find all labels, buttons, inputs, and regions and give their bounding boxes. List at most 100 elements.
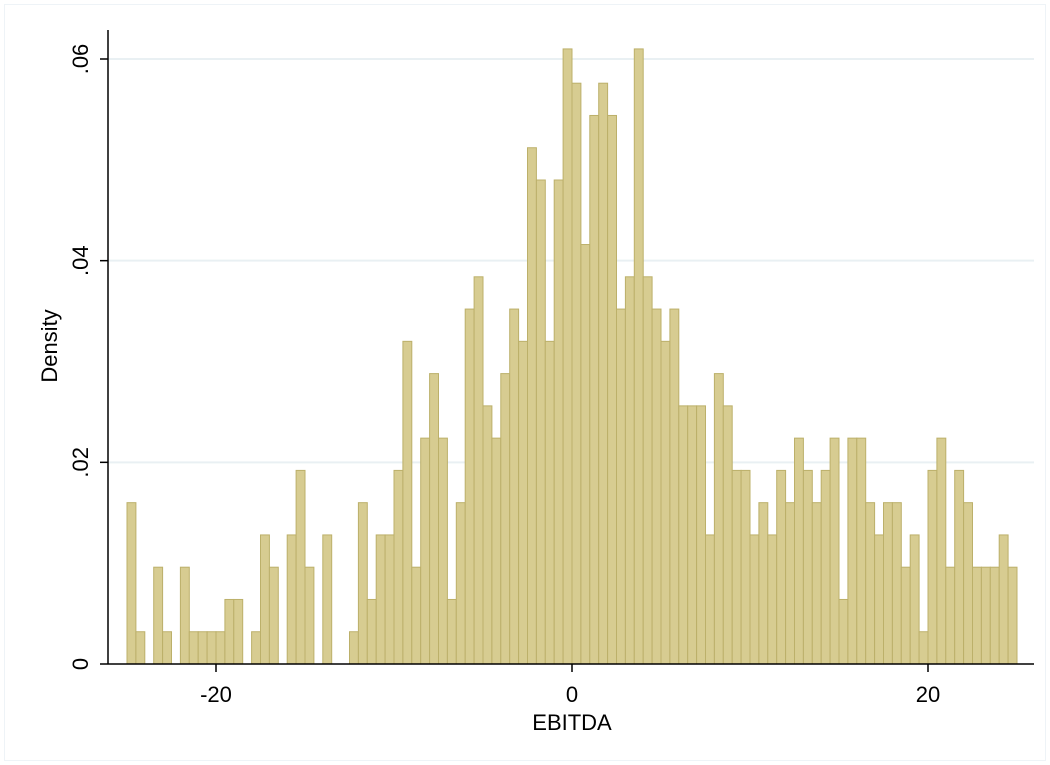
- histogram-bar: [660, 340, 671, 665]
- histogram-bar: [865, 502, 876, 665]
- histogram-bar: [758, 502, 769, 665]
- histogram-bar: [972, 566, 982, 665]
- histogram-bar: [366, 598, 377, 665]
- histogram-bar: [268, 566, 279, 665]
- histogram-bar: [811, 502, 822, 665]
- histogram-bar: [429, 373, 440, 665]
- histogram-bar: [954, 469, 965, 665]
- histogram-bar: [527, 147, 537, 665]
- histogram-bar: [598, 82, 609, 665]
- histogram-bar: [927, 469, 938, 665]
- histogram-bar: [794, 437, 804, 665]
- histogram-bar: [251, 631, 262, 665]
- histogram-bar: [838, 598, 849, 665]
- histogram-bar: [215, 631, 226, 665]
- y-tick-label: .04: [68, 245, 93, 276]
- histogram-bar: [233, 598, 244, 665]
- histogram-bar: [491, 437, 502, 665]
- histogram-bar: [820, 469, 831, 665]
- histogram-bar: [687, 405, 698, 665]
- x-tick-label: 20: [916, 682, 940, 707]
- histogram-bar: [740, 469, 751, 665]
- histogram-bar: [731, 469, 742, 665]
- histogram-bar: [357, 502, 368, 665]
- histogram-bar: [260, 534, 270, 665]
- histogram-bar: [206, 631, 217, 665]
- histogram-bar: [580, 244, 591, 665]
- histogram-bar: [464, 308, 475, 665]
- histogram-bar: [384, 534, 395, 665]
- histogram-bar: [989, 566, 1000, 665]
- histogram-bar: [446, 598, 457, 665]
- histogram-bar: [135, 631, 146, 665]
- histogram-bar: [349, 631, 359, 665]
- histogram-bar: [767, 534, 778, 665]
- histogram-bar: [562, 48, 573, 665]
- histogram-bar: [802, 469, 813, 665]
- histogram-bar: [785, 502, 795, 665]
- histogram-bar: [455, 502, 466, 665]
- histogram-bar: [945, 566, 956, 665]
- x-axis-title: EBITDA: [532, 710, 612, 735]
- histogram-bar: [393, 469, 404, 665]
- histogram-bar: [420, 437, 431, 665]
- histogram-bar: [509, 308, 520, 665]
- histogram-bars: [126, 48, 1018, 665]
- histogram-bar: [153, 566, 164, 665]
- histogram-bar: [642, 276, 653, 665]
- histogram-bar: [179, 566, 190, 665]
- histogram-bar: [188, 631, 199, 665]
- histogram-bar: [607, 114, 617, 665]
- histogram-bar: [847, 437, 858, 665]
- histogram-bar: [963, 502, 973, 665]
- histogram-bar: [518, 340, 528, 665]
- histogram-bar: [1007, 566, 1018, 665]
- histogram-bar: [322, 534, 333, 665]
- histogram-bar: [669, 308, 680, 665]
- x-tick-label: 0: [566, 682, 578, 707]
- histogram-bar: [197, 631, 208, 665]
- histogram-bar: [749, 534, 760, 665]
- histogram-bar: [482, 405, 493, 665]
- histogram-bar: [571, 82, 582, 665]
- x-tick-label: -20: [200, 682, 232, 707]
- histogram-bar: [633, 48, 644, 665]
- histogram-bar: [616, 308, 626, 665]
- histogram-bar: [375, 534, 386, 665]
- histogram-bar: [224, 598, 235, 665]
- y-tick-label: .02: [68, 447, 93, 478]
- histogram-bar: [553, 179, 564, 665]
- histogram-bar: [980, 566, 991, 665]
- histogram-bar: [589, 114, 600, 665]
- histogram-bar: [900, 566, 911, 665]
- y-tick-label: .06: [68, 44, 93, 75]
- histogram-bar: [126, 502, 137, 665]
- histogram-bar: [402, 340, 413, 665]
- histogram-bar: [909, 534, 920, 665]
- histogram-bar: [713, 373, 724, 665]
- histogram-bar: [696, 405, 706, 665]
- y-tick-label: 0: [68, 658, 93, 670]
- histogram-bar: [722, 405, 733, 665]
- histogram-bar: [304, 566, 315, 665]
- histogram-bar: [678, 405, 689, 665]
- y-axis-ticks: 0 .02 .04 .06: [68, 44, 108, 670]
- histogram-bar: [829, 437, 840, 665]
- histogram-bar: [856, 437, 867, 665]
- histogram-bar: [936, 437, 947, 665]
- histogram-bar: [624, 276, 635, 665]
- histogram-bar: [651, 308, 662, 665]
- histogram-bar: [776, 469, 787, 665]
- histogram-bar: [500, 373, 511, 665]
- histogram-bar: [473, 276, 484, 665]
- x-axis-ticks: -20 0 20: [200, 664, 940, 707]
- histogram-bar: [874, 534, 884, 665]
- histogram-bar: [286, 534, 297, 665]
- y-axis-title: Density: [37, 309, 62, 382]
- histogram-bar: [998, 534, 1009, 665]
- histogram-bar: [295, 469, 306, 665]
- histogram-bar: [891, 502, 902, 665]
- histogram-bar: [544, 340, 555, 665]
- histogram-bar: [438, 437, 448, 665]
